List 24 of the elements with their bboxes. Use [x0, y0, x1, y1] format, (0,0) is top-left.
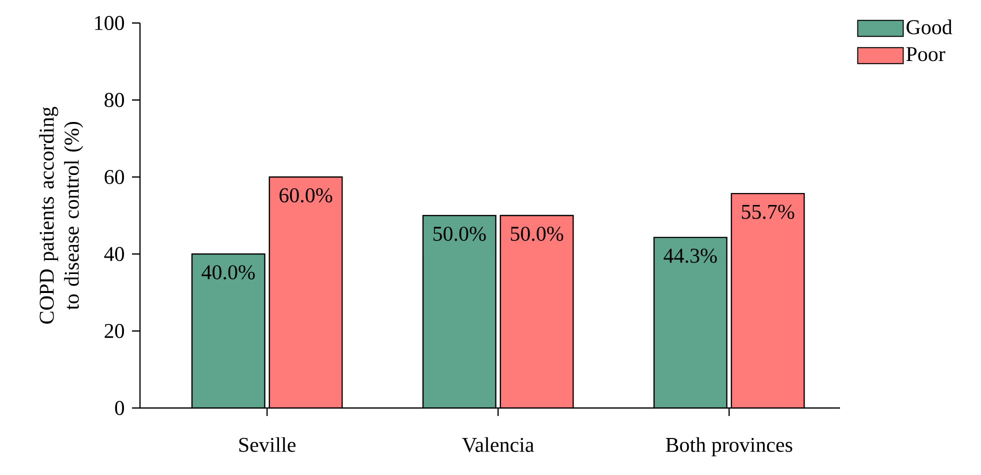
bar	[269, 177, 342, 408]
x-tick-label: Seville	[239, 437, 296, 452]
bar	[423, 216, 496, 408]
data-label: 40.0%	[202, 265, 255, 280]
legend-label: Good	[906, 20, 952, 34]
bar	[192, 254, 265, 408]
data-label: 60.0%	[280, 188, 332, 202]
data-label: 50.0%	[510, 226, 564, 241]
bar	[500, 216, 574, 408]
legend-label: Poor	[906, 47, 946, 62]
y-tick-label: 20	[104, 324, 124, 338]
data-label: 44.3%	[664, 248, 717, 263]
x-tick-label: Valencia	[462, 437, 534, 452]
y-tick-label: 60	[104, 170, 124, 184]
x-tick-label: Both provinces	[666, 437, 792, 456]
y-tick-label: 80	[104, 92, 124, 108]
bar	[653, 236, 728, 408]
y-axis-title: COPD patients according to disease control (%)	[39, 106, 84, 324]
bar	[730, 192, 805, 408]
y-tick-label: 100	[95, 16, 124, 30]
y-tick-label: 40	[104, 246, 124, 262]
y-tick-label: 0	[115, 400, 124, 416]
data-label: 50.0%	[433, 226, 486, 241]
data-label: 55.7%	[742, 204, 794, 220]
